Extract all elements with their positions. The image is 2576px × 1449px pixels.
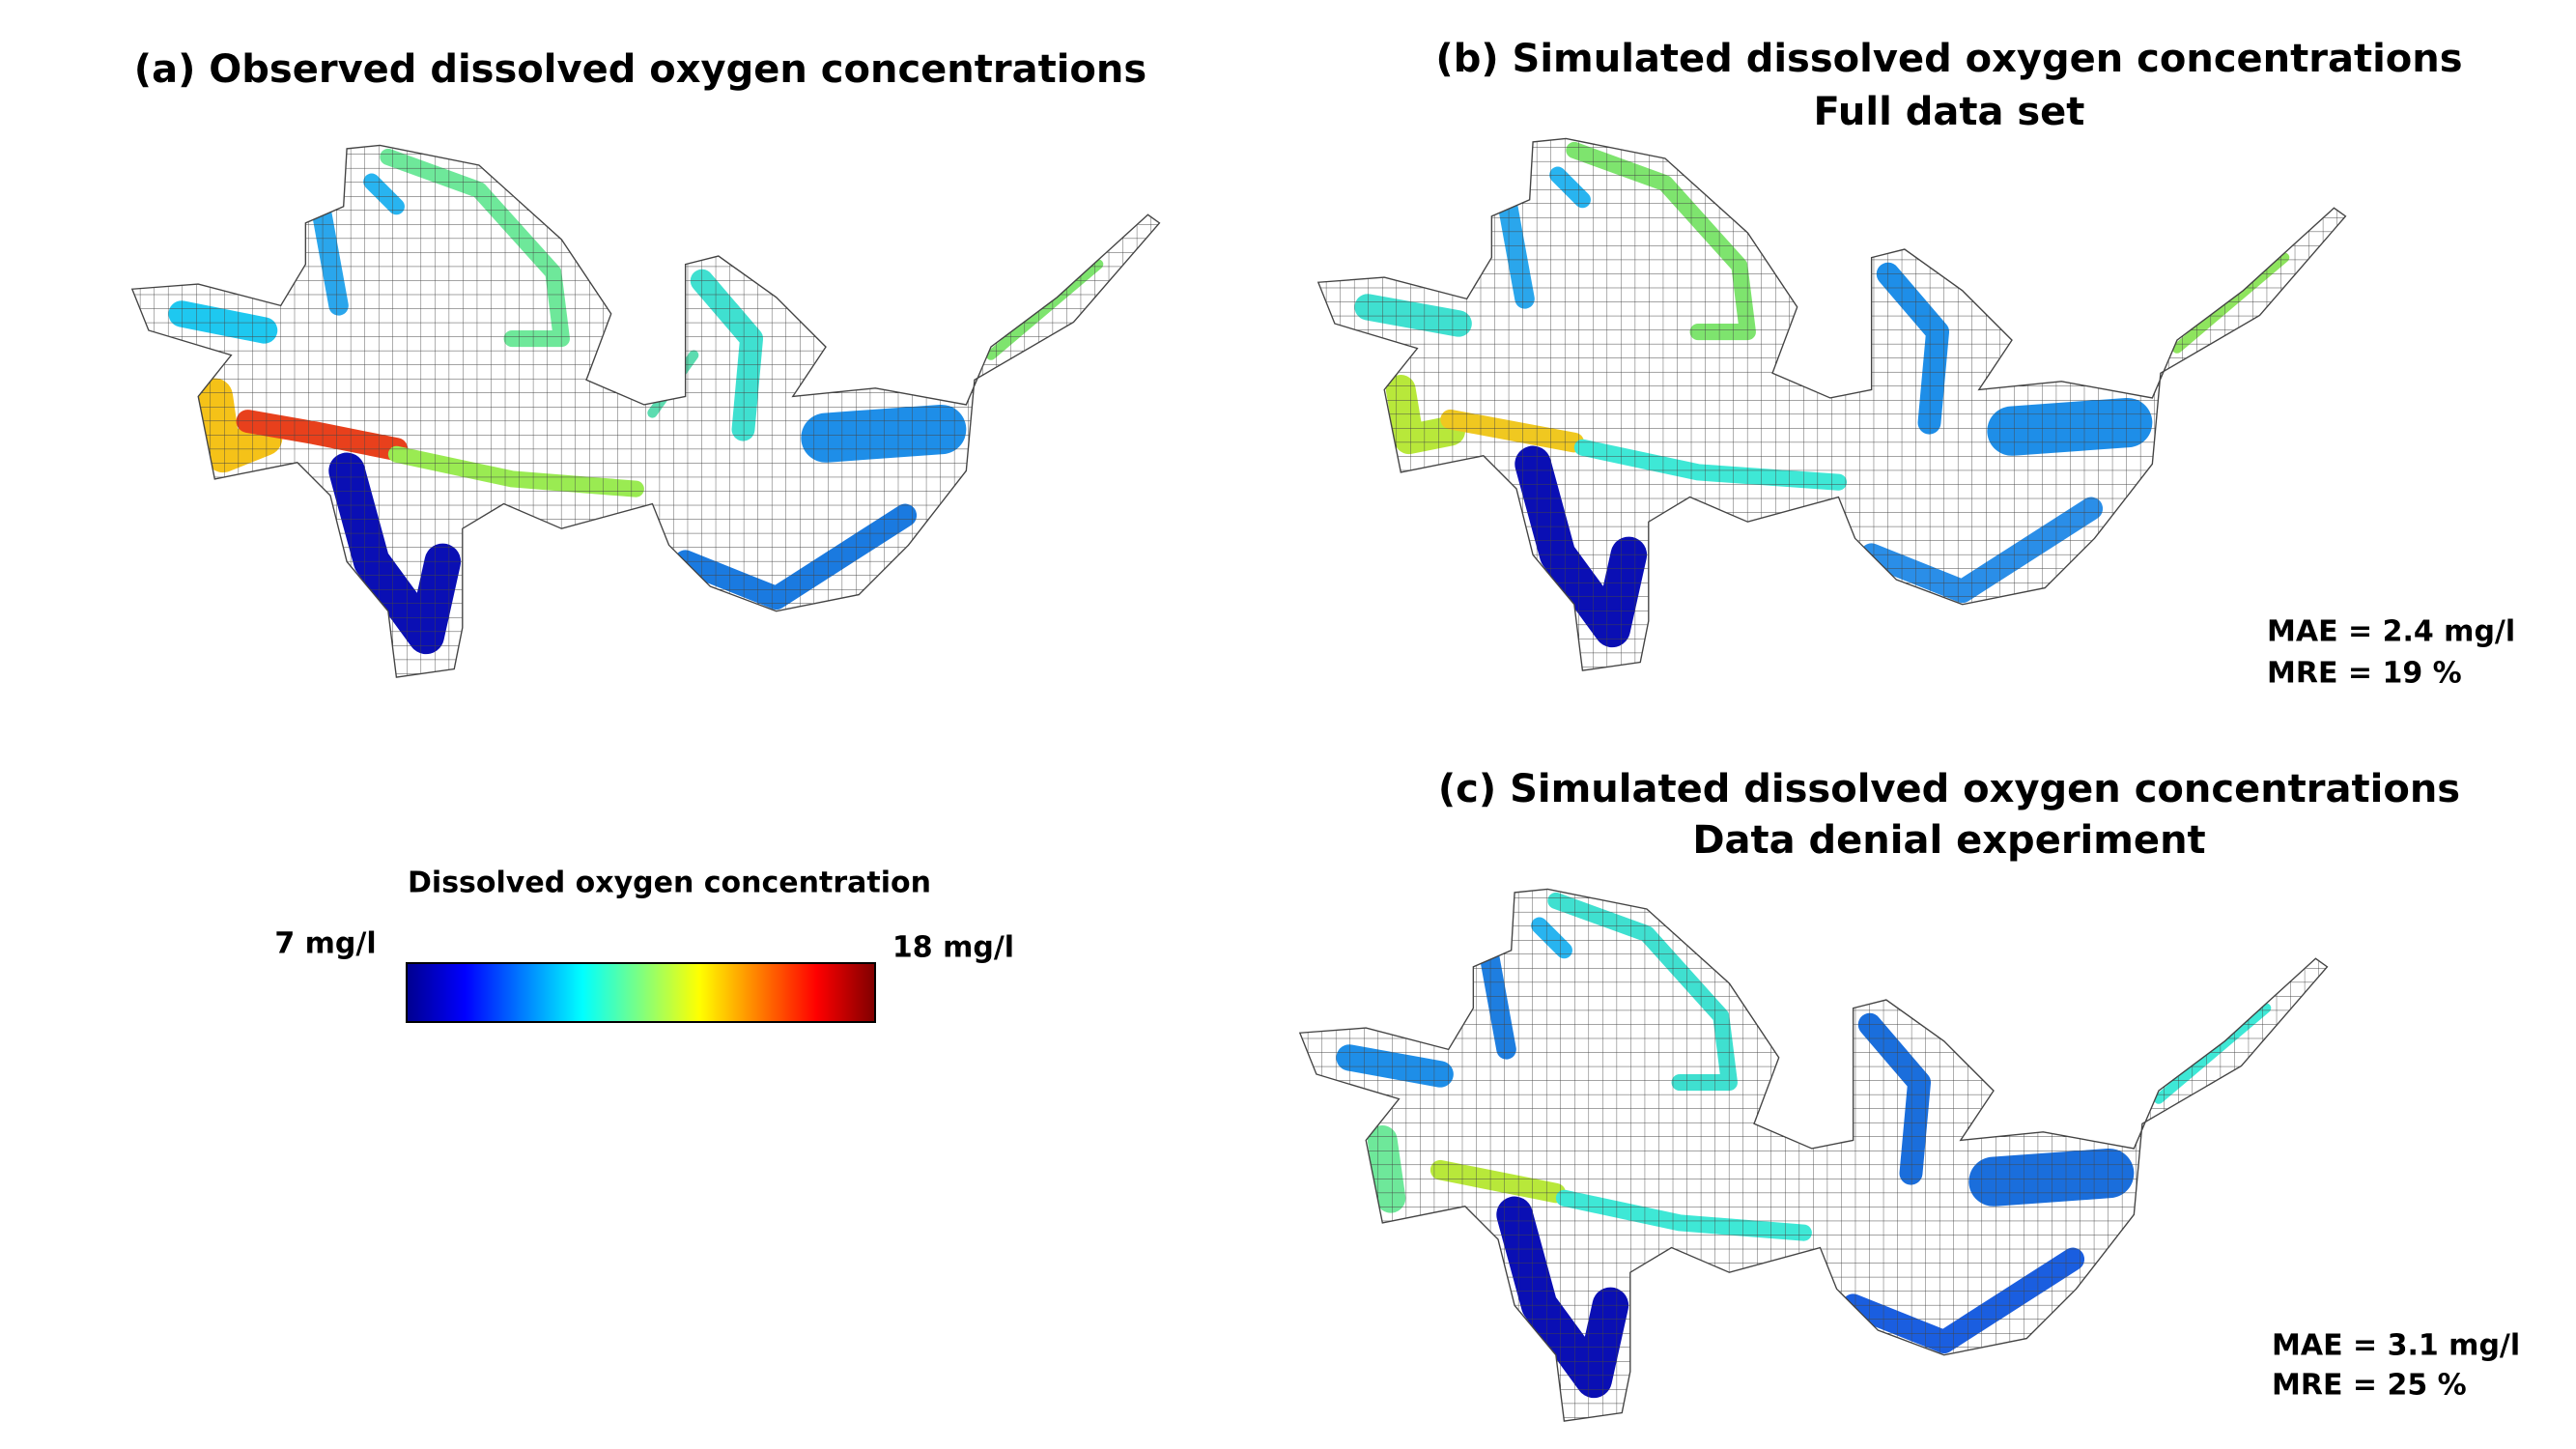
- colorbar: [406, 962, 876, 1023]
- legend-min: 7 mg/l: [274, 927, 376, 961]
- metric: MRE = 25 %: [2272, 1369, 2467, 1403]
- panel-subtitle: Full data set: [1814, 90, 2085, 134]
- panel-title: (b) Simulated dissolved oxygen concentra…: [1435, 37, 2462, 81]
- metric: MAE = 2.4 mg/l: [2267, 615, 2515, 649]
- panel-title: (c) Simulated dissolved oxygen concentra…: [1438, 767, 2460, 811]
- legend-title: Dissolved oxygen concentration: [408, 867, 931, 900]
- panel-title: (a) Observed dissolved oxygen concentrat…: [134, 47, 1146, 92]
- map-a: [130, 144, 1161, 678]
- map-c: [1298, 888, 2329, 1422]
- map-b: [1316, 137, 2347, 671]
- metric: MAE = 3.1 mg/l: [2272, 1329, 2520, 1363]
- panel-subtitle: Data denial experiment: [1692, 818, 2205, 863]
- legend-max: 18 mg/l: [892, 931, 1014, 965]
- metric: MRE = 19 %: [2267, 657, 2462, 691]
